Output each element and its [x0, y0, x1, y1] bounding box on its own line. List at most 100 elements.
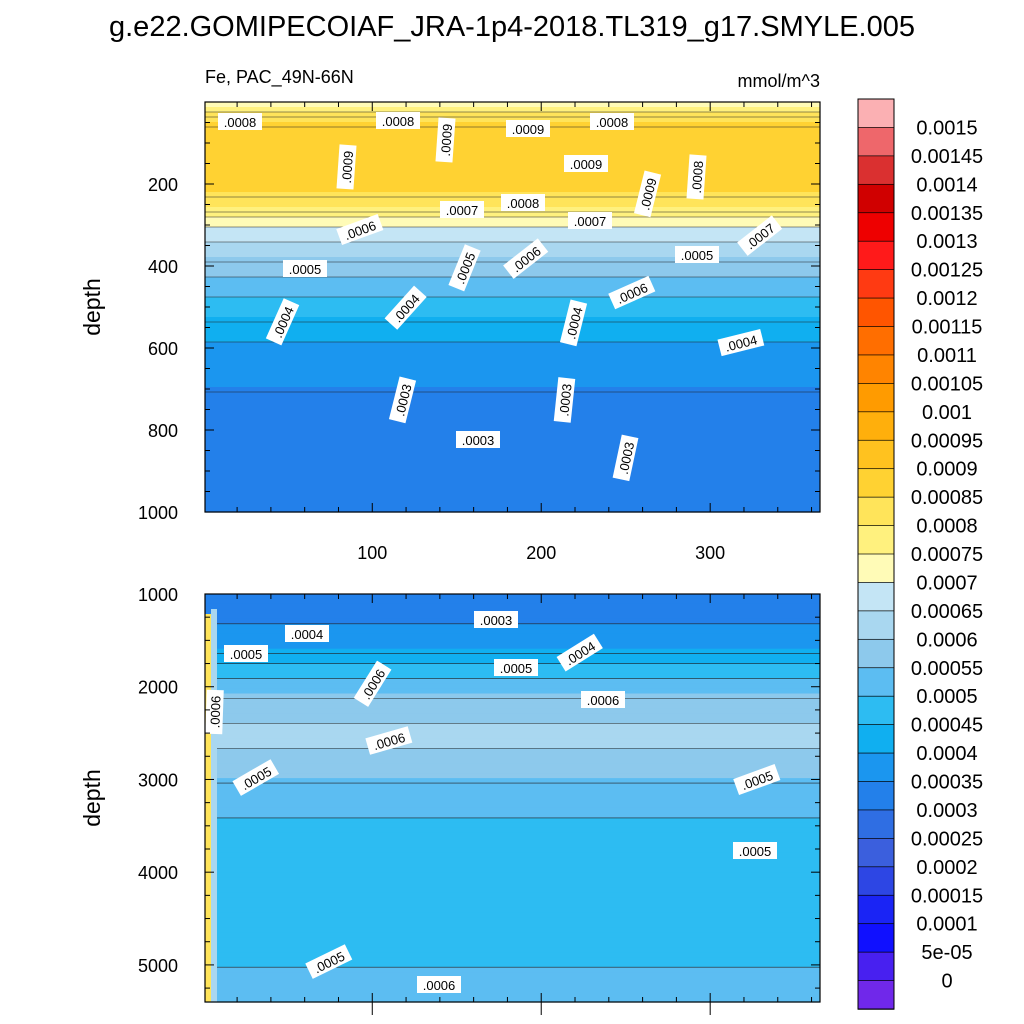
- y-tick-label: 3000: [138, 770, 178, 790]
- field-band: [205, 887, 820, 894]
- contour-label: .0009: [336, 144, 357, 190]
- field-band: [205, 952, 820, 958]
- colorbar-level-label: 0.00055: [911, 658, 983, 680]
- contour-label: .0005: [675, 246, 719, 263]
- field-band: [205, 477, 820, 483]
- colorbar-box: [857, 638, 895, 669]
- contour-label-bg: [384, 285, 427, 330]
- lower-field: [205, 594, 820, 1003]
- contour-label: .0009: [506, 120, 550, 137]
- contour-label-bg: [265, 298, 300, 346]
- field-band: [205, 798, 820, 804]
- contour-label-bg: [717, 328, 765, 357]
- colorbar-box: [857, 354, 895, 385]
- field-band: [205, 252, 820, 258]
- field-band: [205, 487, 820, 493]
- y-tick-label: 1000: [138, 585, 178, 605]
- field-band: [205, 402, 820, 408]
- contour-label-bg: [590, 113, 634, 130]
- field-band: [205, 683, 820, 690]
- contour-label: .0003: [553, 377, 576, 423]
- field-band: [205, 362, 820, 368]
- contour-label-text: .0006: [423, 978, 456, 993]
- colorbar-box: [857, 496, 895, 527]
- contour-label-text: .0005: [739, 844, 772, 859]
- field-band: [205, 502, 820, 508]
- field-band: [205, 802, 820, 809]
- field-band: [205, 507, 820, 513]
- field-band: [205, 347, 820, 353]
- colorbar-level-label: 0.00095: [911, 430, 983, 452]
- field-band: [205, 172, 820, 178]
- field-band: [205, 922, 820, 928]
- field-band: [205, 187, 820, 193]
- colorbar-level-label: 0.001: [922, 402, 972, 424]
- contour-label-bg: [581, 691, 625, 708]
- contour-label-bg: [564, 155, 608, 172]
- field-band: [205, 962, 820, 968]
- contour-label-text: .0008: [596, 115, 629, 130]
- colorbar-box: [857, 752, 895, 783]
- colorbar-box: [857, 326, 895, 356]
- field-band: [205, 783, 820, 789]
- colorbar-level-label: 0.00085: [911, 487, 983, 509]
- contour-label: .0005: [733, 842, 777, 859]
- field-band: [205, 232, 820, 238]
- field-band: [205, 743, 820, 749]
- field-band: [205, 142, 820, 148]
- field-band: [205, 437, 820, 443]
- contour-label-bg: [448, 244, 481, 292]
- field-band: [205, 307, 820, 313]
- field-band: [205, 847, 820, 854]
- field-band: [205, 152, 820, 158]
- contour-label-bg: [305, 944, 353, 979]
- contour-label: .0008: [376, 112, 420, 129]
- field-band: [205, 957, 820, 963]
- field-band: [205, 882, 820, 889]
- contour-label-bg: [503, 238, 549, 279]
- field-band: [205, 703, 820, 710]
- field-band: [205, 222, 820, 228]
- field-band: [205, 332, 820, 338]
- upper-axes: 100 200 300 200 400 600 800 1000: [138, 101, 820, 563]
- field-band: [205, 832, 820, 839]
- contour-label: .0007: [440, 201, 484, 218]
- contour-label: .0006: [417, 976, 461, 993]
- colorbar-box: [857, 553, 895, 584]
- contour-label: .0008: [501, 194, 545, 211]
- colorbar-box: [857, 667, 895, 697]
- colorbar-level-label: 0.0009: [916, 459, 977, 481]
- contour-label-bg: [440, 201, 484, 218]
- colorbar-level-label: 0.0001: [916, 914, 977, 936]
- field-band: [205, 763, 820, 769]
- field-band: [205, 603, 820, 610]
- upper-left-label: Fe, PAC_49N-66N: [205, 67, 354, 88]
- field-band: [205, 312, 820, 318]
- field-band: [205, 768, 820, 774]
- colorbar-level-label: 0.00015: [911, 885, 983, 907]
- field-band: [205, 497, 820, 503]
- field-band: [205, 407, 820, 413]
- colorbar-box: [857, 240, 895, 271]
- field-band: [205, 907, 820, 914]
- field-band: [205, 242, 820, 248]
- colorbar-level-label: 0.00125: [911, 260, 983, 282]
- contour-label: .0006: [205, 689, 224, 735]
- lower-plot-frame: [204, 593, 821, 1003]
- contour-label: .0008: [590, 113, 634, 130]
- field-band: [205, 442, 820, 448]
- field-band: [205, 862, 820, 869]
- colorbar-box: [857, 212, 895, 242]
- contour-label: .0007: [568, 212, 612, 229]
- field-band: [205, 987, 820, 993]
- contour-label-bg: [559, 299, 588, 347]
- field-band: [205, 778, 820, 784]
- field-band: [205, 482, 820, 488]
- colorbar-level-label: 0.00105: [911, 373, 983, 395]
- y-tick-label: 400: [148, 257, 178, 277]
- field-band: [205, 302, 820, 308]
- colorbar-level-label: 0.00145: [911, 146, 983, 168]
- upper-ylabel: depth: [79, 278, 105, 336]
- contour-label: .0008: [686, 154, 707, 200]
- colorbar-level-label: 0.0002: [916, 857, 977, 879]
